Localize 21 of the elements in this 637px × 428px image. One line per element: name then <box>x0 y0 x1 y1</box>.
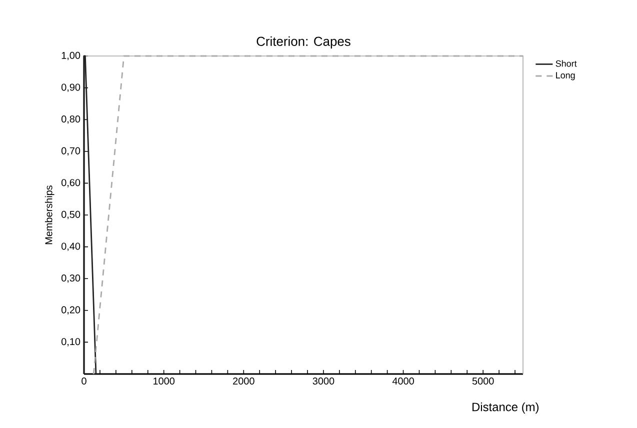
y-tick-label: 1,00 <box>62 52 80 60</box>
y-axis-title: Memberships <box>44 185 54 244</box>
x-tick-label: 4000 <box>392 378 414 385</box>
y-tick-label: 0,50 <box>61 210 80 220</box>
y-tick-label: 0,80 <box>61 115 80 124</box>
legend-label: Long <box>556 72 575 80</box>
x-tick-label: 2000 <box>233 378 254 385</box>
y-tick-label: 0,40 <box>61 242 80 251</box>
x-tick-label: 3000 <box>312 378 334 385</box>
y-tick-label: 0,90 <box>61 84 80 92</box>
chart-title: Criterion: Capes <box>256 36 350 49</box>
y-tick-label: 0,10 <box>61 338 80 346</box>
x-tick-label: 1000 <box>154 378 175 385</box>
x-tick-label: 0 <box>82 378 86 385</box>
y-tick-label: 0,60 <box>61 179 80 188</box>
x-tick-label: 5000 <box>472 378 494 385</box>
y-tick-label: 0,20 <box>61 306 80 315</box>
y-tick-label: 0,70 <box>61 147 80 156</box>
x-axis-title: Distance (m) <box>472 402 539 414</box>
legend-label: Short <box>556 60 577 67</box>
y-tick-label: 0,30 <box>61 274 80 283</box>
